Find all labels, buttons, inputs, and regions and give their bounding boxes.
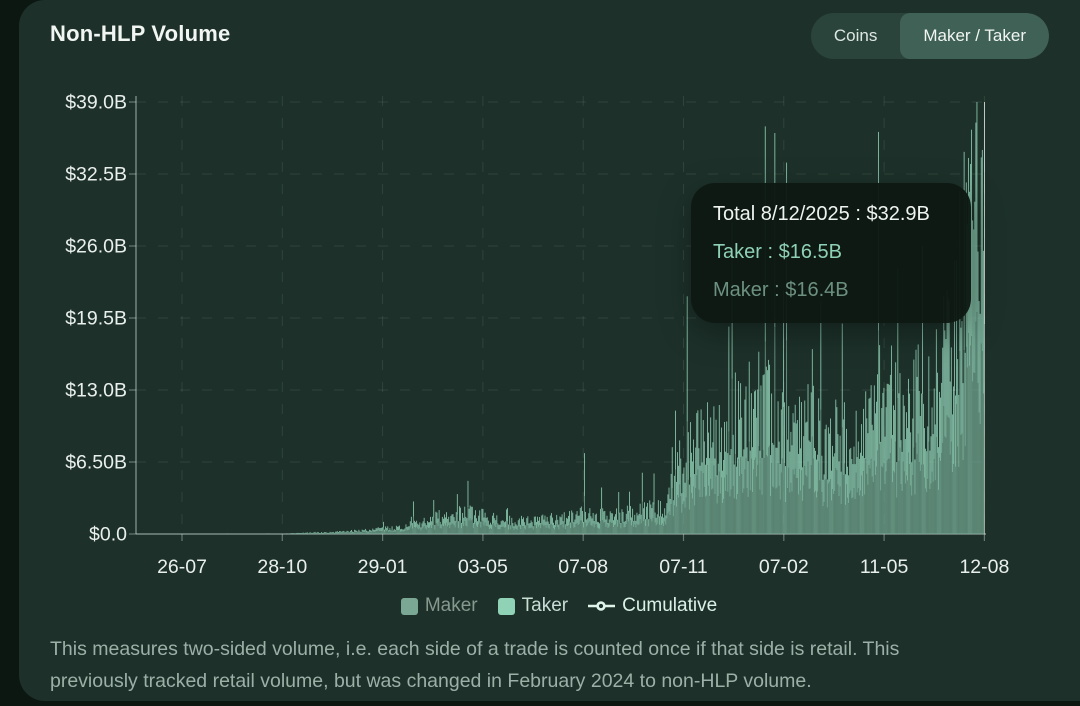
svg-text:$39.0B: $39.0B: [65, 92, 127, 114]
tooltip-taker: Taker : $16.5B: [713, 241, 842, 263]
svg-text:26-07: 26-07: [157, 556, 207, 578]
svg-text:$32.5B: $32.5B: [65, 164, 127, 186]
svg-text:11-05: 11-05: [860, 556, 909, 578]
maker-swatch-icon: [400, 597, 418, 615]
chart-tooltip: Total 8/12/2025 : $32.9B Taker : $16.5B …: [691, 183, 971, 323]
tooltip-total: Total 8/12/2025 : $32.9B: [713, 203, 930, 225]
volume-chart-svg[interactable]: $39.0B $32.5B $26.0B $19.5B $13.0B $6.50B $0.0…: [19, 0, 1080, 706]
svg-text:28-10: 28-10: [257, 556, 307, 578]
legend-maker-label: Maker: [424, 595, 478, 616]
chart-legend: Maker Taker Cumulative: [38, 592, 1080, 620]
legend-item-cumulative[interactable]: Cumulative: [588, 595, 717, 617]
svg-text:$6.50B: $6.50B: [65, 452, 127, 474]
tooltip-maker: Maker : $16.4B: [713, 279, 849, 301]
svg-text:12-08: 12-08: [959, 556, 1009, 578]
svg-text:29-01: 29-01: [358, 556, 408, 578]
non-hlp-volume-card: Non-HLP Volume Coins Maker / Taker $39.0…: [19, 0, 1080, 701]
legend-item-maker[interactable]: Maker: [400, 595, 478, 617]
svg-text:$26.0B: $26.0B: [65, 236, 127, 258]
svg-text:07-08: 07-08: [558, 556, 608, 578]
svg-text:$19.5B: $19.5B: [65, 308, 127, 330]
toggle-maker-taker-button[interactable]: Maker / Taker: [900, 13, 1049, 59]
chart-title: Non-HLP Volume: [50, 21, 231, 46]
legend-item-taker[interactable]: Taker: [497, 595, 569, 617]
svg-text:07-11: 07-11: [659, 556, 707, 578]
toggle-coins-button[interactable]: Coins: [811, 13, 900, 59]
svg-text:$13.0B: $13.0B: [65, 380, 127, 402]
footnote-line-2: previously tracked retail volume, but wa…: [50, 670, 812, 692]
svg-text:$0.0: $0.0: [89, 524, 127, 546]
legend-cumulative-label: Cumulative: [622, 595, 718, 616]
cumulative-line-icon: [588, 601, 616, 611]
svg-text:07-02: 07-02: [759, 556, 809, 578]
legend-taker-label: Taker: [521, 595, 569, 616]
svg-text:03-05: 03-05: [458, 556, 508, 578]
footnote-line-1: This measures two-sided volume, i.e. eac…: [50, 638, 900, 660]
chart-footnote: This measures two-sided volume, i.e. eac…: [50, 633, 1060, 697]
taker-swatch-icon: [497, 597, 515, 615]
view-toggle: Coins Maker / Taker: [810, 13, 1049, 59]
